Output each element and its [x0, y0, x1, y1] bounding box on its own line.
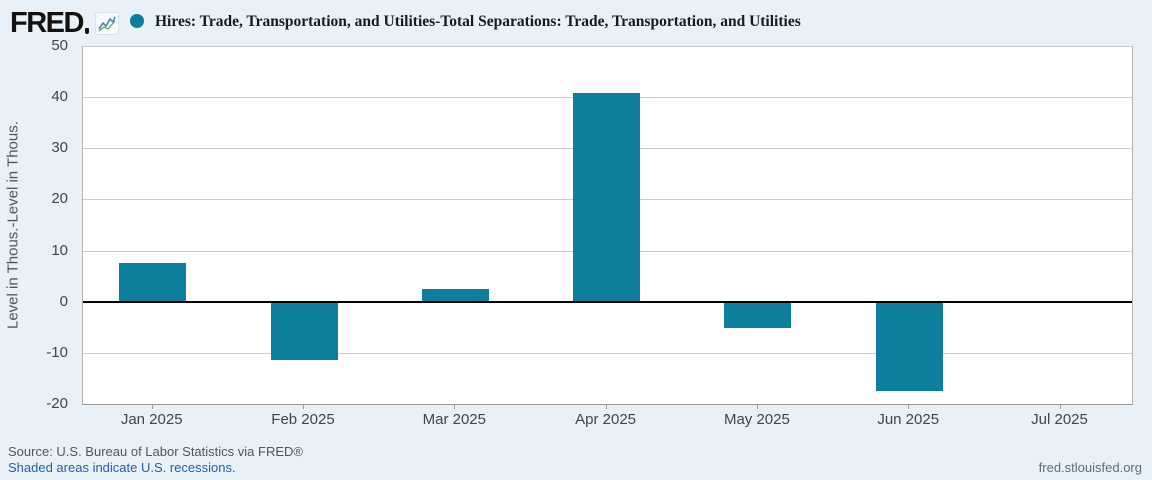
- bar-feb-2025: [270, 301, 338, 360]
- gridline: [83, 352, 1132, 354]
- gridline: [83, 46, 1132, 47]
- series-legend-dot: [130, 14, 144, 28]
- zero-line: [83, 300, 1132, 303]
- fred-logo-registered-mark: [85, 28, 89, 34]
- x-tick-label: Jul 2025: [1031, 411, 1088, 428]
- chart-header: FRED Hires: Trade, Transportation, and U…: [0, 0, 1152, 42]
- y-tick-label: 0: [59, 292, 68, 310]
- x-tick-mark: [1059, 404, 1061, 409]
- sparkline-chart-icon: [95, 12, 119, 35]
- recession-note-link[interactable]: Shaded areas indicate U.S. recessions.: [8, 460, 236, 475]
- x-tick-mark: [756, 404, 758, 409]
- series-title: Hires: Trade, Transportation, and Utilit…: [155, 13, 801, 30]
- x-tick-mark: [151, 404, 153, 409]
- plot-area: [82, 46, 1133, 405]
- x-tick-mark: [303, 404, 304, 409]
- fred-site-url: fred.stlouisfed.org: [1038, 460, 1142, 475]
- x-tick-mark: [908, 404, 910, 409]
- y-tick-label: 20: [51, 190, 68, 208]
- bar-jun-2025: [875, 301, 943, 391]
- y-tick-label: 30: [51, 139, 68, 157]
- y-tick-label: -10: [46, 343, 68, 361]
- bar-jan-2025: [119, 262, 187, 302]
- bar-mar-2025: [421, 288, 489, 302]
- y-tick-label: 50: [51, 37, 68, 54]
- y-tick-label: 10: [51, 241, 68, 259]
- y-tick-label: 40: [51, 88, 68, 106]
- x-tick-label: Jan 2025: [120, 411, 183, 428]
- x-tick-label: Feb 2025: [271, 411, 335, 428]
- x-tick-mark: [454, 404, 456, 409]
- bar-may-2025: [724, 301, 792, 328]
- x-tick-label: Mar 2025: [422, 411, 486, 428]
- y-tick-label: -20: [46, 395, 68, 412]
- source-attribution: Source: U.S. Bureau of Labor Statistics …: [8, 444, 303, 459]
- gridline: [83, 404, 1132, 405]
- fred-logo: FRED: [10, 7, 84, 39]
- bar-apr-2025: [573, 92, 641, 302]
- x-tick-mark: [605, 404, 607, 409]
- x-tick-label: Jun 2025: [877, 411, 940, 428]
- x-tick-label: Apr 2025: [575, 411, 637, 428]
- x-tick-label: May 2025: [723, 411, 790, 428]
